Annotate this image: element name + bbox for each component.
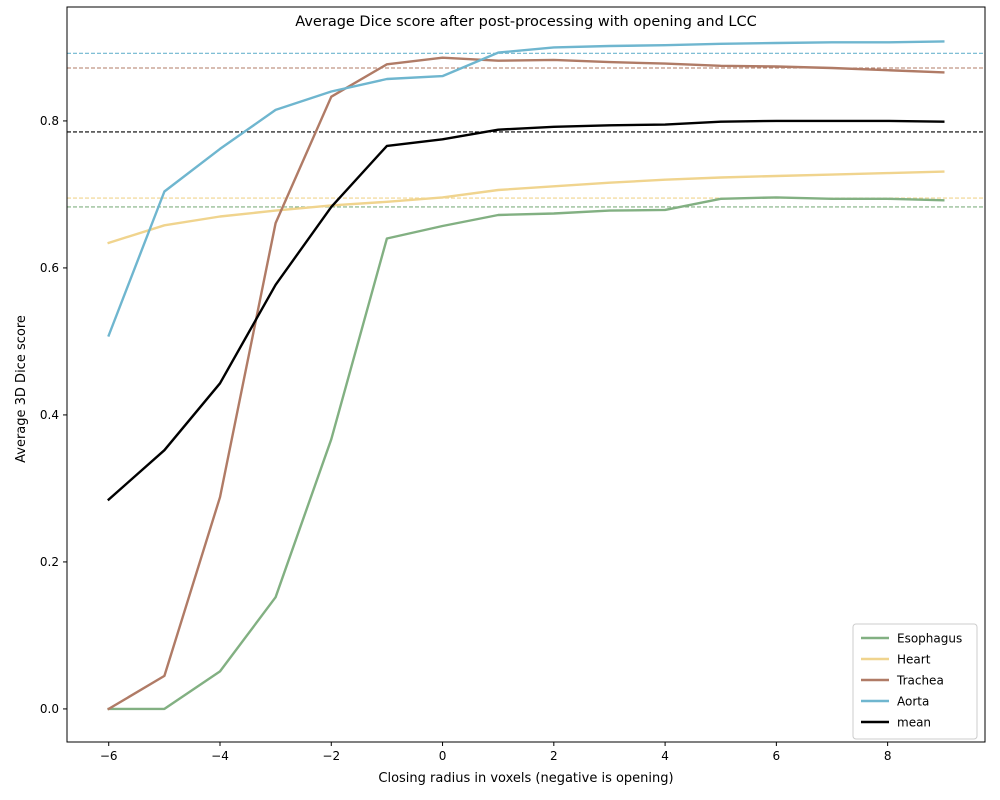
y-tick-label: 0.6	[40, 261, 59, 275]
aorta-series-line	[107, 40, 945, 338]
x-tick-label: 6	[773, 749, 781, 763]
y-axis: 0.0 0.2 0.4 0.6 0.8	[40, 114, 67, 716]
trachea-series-line	[107, 56, 945, 711]
chart-title: Average Dice score after post-processing…	[295, 14, 756, 30]
esophagus-legend-label: Esophagus	[897, 632, 962, 646]
y-tick-label: 0.0	[40, 702, 59, 716]
x-tick-label: 0	[439, 749, 447, 763]
y-axis-label: Average 3D Dice score	[14, 315, 29, 463]
legend-box	[852, 623, 978, 740]
x-tick-label: −2	[322, 749, 340, 763]
y-tick-label: 0.4	[40, 408, 59, 422]
heart-legend-label: Heart	[897, 653, 931, 667]
y-tick-label: 0.8	[40, 114, 59, 128]
legend: Esophagus Heart Trachea Aorta mean	[852, 623, 978, 740]
aorta-legend-label: Aorta	[897, 695, 929, 709]
x-axis-label: Closing radius in voxels (negative is op…	[378, 771, 673, 786]
series-lines	[107, 40, 945, 711]
x-axis: −6 −4 −2 0 2 4 6 8	[100, 742, 892, 763]
x-tick-label: −4	[211, 749, 229, 763]
heart-series-line	[107, 170, 945, 245]
plot-area-frame	[66, 6, 986, 743]
y-tick-label: 0.2	[40, 555, 59, 569]
esophagus-series-line	[107, 196, 945, 711]
x-tick-label: 8	[884, 749, 892, 763]
x-tick-label: 4	[661, 749, 669, 763]
x-tick-label: 2	[550, 749, 558, 763]
mean-legend-label: mean	[897, 716, 931, 730]
mean-series-line	[107, 119, 945, 502]
x-tick-label: −6	[100, 749, 118, 763]
trachea-legend-label: Trachea	[896, 674, 944, 688]
